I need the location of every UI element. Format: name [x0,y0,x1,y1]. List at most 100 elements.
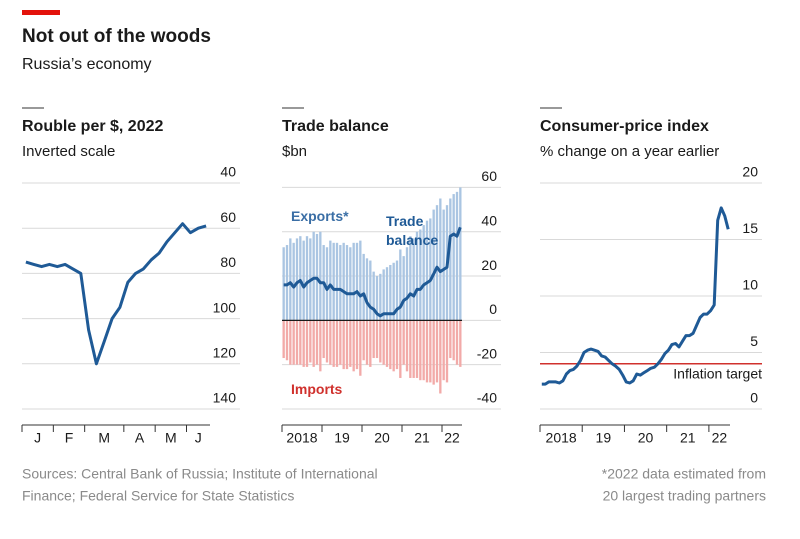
bar [419,229,422,321]
bar [375,276,379,321]
bar [292,320,295,365]
bar [429,218,432,321]
y-tick-label: 120 [213,345,237,361]
x-tick-label: J [34,430,41,446]
target-label: Inflation target [673,366,762,382]
bar [449,320,452,359]
bar [442,320,445,381]
bar [369,320,372,367]
bar [439,320,442,394]
bar [305,236,309,321]
bar [359,240,362,321]
x-tick-label: 21 [414,430,430,446]
bar [452,194,455,321]
y-tick-label: -20 [477,345,497,361]
bar [449,198,452,321]
bar [405,247,409,321]
series-label: Trade balance [386,213,439,248]
bar [345,245,349,321]
y-tick-label: 20 [742,164,758,180]
bar [305,320,309,367]
bar [459,187,462,321]
bar [339,320,342,365]
line [25,222,207,366]
bar [439,198,442,321]
y-tick-label: 5 [750,333,758,349]
x-tick-label: 2018 [286,430,317,446]
x-tick-label: 22 [444,430,460,446]
sources: Finance; Federal Service for State Stati… [22,488,294,504]
bar [345,320,349,370]
y-tick-label: 15 [742,220,758,236]
bar [372,320,375,359]
bar [419,320,422,381]
bar [415,320,419,378]
bar [299,236,302,321]
bar [319,231,322,321]
bar [315,320,319,365]
bar [329,240,332,321]
bar [349,320,352,367]
bar [455,191,459,321]
title: Not out of the woods [22,26,211,47]
series-label: Exports* [291,208,349,224]
bar [375,320,379,359]
bar [445,320,449,383]
bar [385,320,389,367]
bar [425,320,429,383]
bar [409,320,412,378]
bar [362,253,365,321]
bar [409,236,412,321]
bar [432,320,435,385]
x-tick-label: A [135,430,145,446]
bar [312,320,315,367]
bar [355,242,359,321]
x-tick-label: 19 [334,430,350,446]
y-tick-label: 80 [220,254,236,270]
bar [382,320,385,365]
line [283,226,462,318]
bar [352,242,355,321]
bar [309,320,312,363]
panel-title: Rouble per $, 2022 [22,118,163,135]
bar [385,267,389,321]
bar [429,320,432,383]
bar [282,320,285,359]
panel-title: Trade balance [282,118,389,135]
bar [295,320,299,365]
x-tick-label: 20 [374,430,390,446]
x-tick-label: M [98,430,110,446]
bar [282,247,285,321]
bar [322,320,325,359]
sources: Sources: Central Bank of Russia; Institu… [22,466,378,482]
line [541,206,730,386]
x-tick-label: 22 [712,430,728,446]
panel-subtitle: Inverted scale [22,143,115,160]
series-label-box: Exports* [291,208,349,224]
bar [335,320,339,367]
bar [412,238,415,321]
bar [415,231,419,321]
y-tick-label: 20 [481,257,497,273]
panel-subtitle: $bn [282,143,307,160]
bar [452,320,455,361]
y-tick-label: -40 [477,390,497,406]
y-tick-label: 0 [750,390,758,406]
bar [335,242,339,321]
panel-subtitle: % change on a year earlier [540,143,719,160]
bar [372,271,375,321]
y-tick-label: 40 [220,164,236,180]
bar [422,225,425,321]
bar [352,320,355,372]
y-tick-label: 100 [213,299,237,315]
bar [382,269,385,321]
bar [365,258,369,321]
bar [325,247,329,321]
bar [325,320,329,363]
bar [349,247,352,321]
x-tick-label: M [165,430,177,446]
bar [342,242,345,321]
y-tick-label: 10 [742,277,758,293]
bar [332,242,335,321]
